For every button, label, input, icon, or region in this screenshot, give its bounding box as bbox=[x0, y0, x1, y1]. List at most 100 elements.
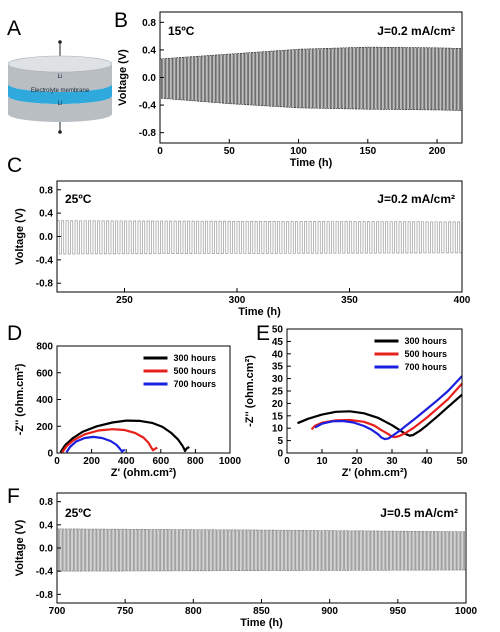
x-tick-label: 0 bbox=[157, 146, 163, 157]
x-axis-title: Z' (ohm.cm²) bbox=[342, 467, 408, 479]
top-lithium-face bbox=[7, 55, 113, 73]
plot-frame bbox=[286, 328, 463, 454]
x-tick-label: 200 bbox=[83, 456, 100, 467]
series-line-1 bbox=[297, 393, 463, 437]
y-tick-label: 0.4 bbox=[39, 520, 53, 531]
legend-label-3: 700 hours bbox=[405, 362, 448, 372]
voltage-trace bbox=[160, 46, 463, 111]
x-tick-label: 800 bbox=[185, 606, 202, 617]
x-axis-title: Z' (ohm.cm²) bbox=[111, 467, 177, 479]
y-tick-label: 0 bbox=[47, 449, 53, 460]
panel-b-chart: 0 50 100 150 200 -0.8 -0.4 0.0 0.4 0.8 Time (h) Vol… bbox=[117, 11, 463, 169]
y-tick-label: 200 bbox=[36, 422, 53, 433]
y-tick-label: 800 bbox=[36, 342, 53, 353]
panel-d-chart: 300 hours 500 hours 700 hours 0 200 400 600 800… bbox=[14, 342, 242, 480]
y-tick-label: 0.0 bbox=[39, 232, 53, 243]
y-axis-title: -Z'' (ohm.cm²) bbox=[244, 355, 256, 427]
top-lead-terminal bbox=[58, 40, 62, 44]
y-tick-label: 35 bbox=[272, 362, 284, 373]
x-tick-label: 800 bbox=[187, 456, 204, 467]
top-lithium-label: Li bbox=[58, 74, 63, 80]
series-line-2 bbox=[310, 382, 463, 439]
y-tick-label: -0.8 bbox=[139, 128, 157, 139]
y-tick-label: 0.8 bbox=[142, 18, 156, 29]
legend-label-2: 500 hours bbox=[174, 366, 217, 376]
legend-label-2: 500 hours bbox=[405, 349, 448, 359]
panel-letter-f: F bbox=[7, 485, 20, 508]
cell-schematic: Li Electrolyte membrane Li bbox=[7, 40, 113, 134]
temperature-annotation: 25ºC bbox=[65, 192, 92, 206]
y-tick-label: -0.4 bbox=[36, 255, 54, 266]
panel-letter-b: B bbox=[114, 9, 128, 32]
x-tick-label: 850 bbox=[253, 606, 270, 617]
x-tick-label: 400 bbox=[454, 295, 471, 306]
y-tick-label: 0.0 bbox=[39, 544, 53, 555]
y-tick-label: 50 bbox=[272, 325, 284, 336]
y-tick-label: 25 bbox=[272, 387, 284, 398]
x-tick-label: 600 bbox=[152, 456, 169, 467]
y-tick-label: 45 bbox=[272, 337, 284, 348]
x-tick-label: 50 bbox=[456, 456, 468, 467]
panel-letter-a: A bbox=[7, 17, 21, 40]
x-tick-label: 250 bbox=[116, 295, 133, 306]
x-tick-label: 150 bbox=[359, 146, 376, 157]
bottom-lithium-layer bbox=[8, 96, 112, 122]
x-axis-title: Time (h) bbox=[240, 617, 283, 629]
y-tick-label: 0.8 bbox=[39, 497, 53, 508]
y-axis-title: Voltage (V) bbox=[14, 208, 26, 265]
panel-letter-d: D bbox=[7, 322, 22, 345]
current-density-annotation: J=0.2 mA/cm² bbox=[377, 192, 455, 206]
y-tick-label: 15 bbox=[272, 411, 284, 422]
current-density-annotation: J=0.5 mA/cm² bbox=[380, 506, 458, 520]
y-tick-label: 400 bbox=[36, 395, 53, 406]
x-tick-label: 950 bbox=[389, 606, 406, 617]
panel-c-chart: 250 300 350 400 -0.8 -0.4 0.0 0.4 0.8 Time (h) Vol… bbox=[14, 180, 471, 318]
y-axis-title: Voltage (V) bbox=[14, 519, 26, 576]
x-tick-label: 20 bbox=[351, 456, 363, 467]
bottom-lithium-label: Li bbox=[58, 101, 63, 107]
membrane-label: Electrolyte membrane bbox=[31, 88, 90, 94]
y-tick-label: 600 bbox=[36, 368, 53, 379]
y-tick-label: 0.4 bbox=[39, 209, 53, 220]
y-tick-label: 40 bbox=[272, 349, 284, 360]
series-line-1 bbox=[59, 419, 190, 453]
x-tick-label: 300 bbox=[229, 295, 246, 306]
x-tick-label: 200 bbox=[429, 146, 446, 157]
temperature-annotation: 25ºC bbox=[65, 506, 92, 520]
x-tick-label: 400 bbox=[118, 456, 135, 467]
legend-label-1: 300 hours bbox=[174, 353, 217, 363]
x-tick-label: 900 bbox=[321, 606, 338, 617]
x-tick-label: 30 bbox=[386, 456, 398, 467]
series-line-2 bbox=[61, 428, 158, 453]
x-tick-label: 1000 bbox=[219, 456, 242, 467]
x-axis-title: Time (h) bbox=[238, 306, 281, 318]
x-axis-title: Time (h) bbox=[290, 157, 333, 169]
voltage-trace bbox=[57, 220, 463, 255]
y-tick-label: -0.8 bbox=[36, 279, 54, 290]
y-tick-label: 10 bbox=[272, 424, 284, 435]
current-density-annotation: J=0.2 mA/cm² bbox=[377, 24, 455, 38]
x-tick-label: 40 bbox=[421, 456, 433, 467]
y-tick-label: 0.0 bbox=[142, 73, 156, 84]
membrane-layer bbox=[8, 84, 112, 104]
y-tick-label: 0.8 bbox=[39, 185, 53, 196]
x-tick-label: 0 bbox=[284, 456, 290, 467]
temperature-annotation: 15ºC bbox=[168, 24, 195, 38]
y-tick-label: 0 bbox=[277, 449, 283, 460]
voltage-trace bbox=[57, 528, 467, 572]
legend-label-1: 300 hours bbox=[405, 336, 448, 346]
x-tick-label: 750 bbox=[117, 606, 134, 617]
y-axis-title: -Z'' (ohm.cm²) bbox=[14, 363, 26, 435]
y-tick-label: -0.4 bbox=[139, 101, 157, 112]
panel-f-chart: 700 750 800 850 900 950 1000 -0.8 -0.4 0.0 0.4 0.8 T… bbox=[14, 492, 478, 629]
y-tick-label: 20 bbox=[272, 399, 284, 410]
legend-label-3: 700 hours bbox=[174, 379, 217, 389]
x-tick-label: 350 bbox=[341, 295, 358, 306]
y-tick-label: -0.8 bbox=[36, 590, 54, 601]
y-tick-label: 0.4 bbox=[142, 45, 156, 56]
panel-letter-e: E bbox=[256, 322, 270, 345]
y-tick-label: 5 bbox=[277, 436, 283, 447]
x-tick-label: 1000 bbox=[455, 606, 478, 617]
